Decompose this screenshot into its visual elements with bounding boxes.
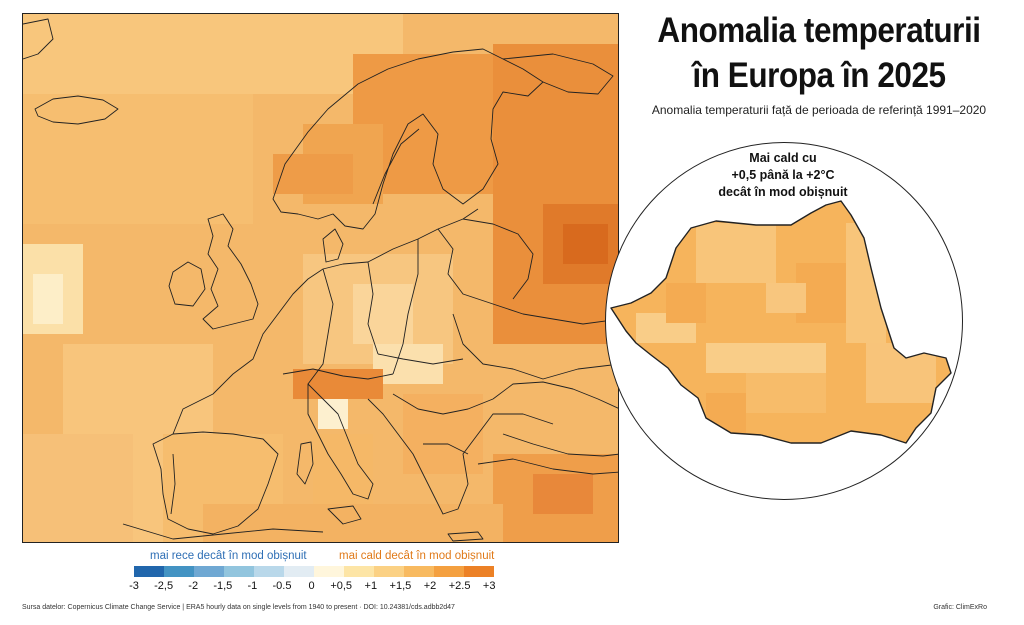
legend-ticks: -3 -2,5 -2 -1,5 -1 -0.5 0 +0,5 +1 +1,5 +2 +2.5 +3: [124, 580, 504, 596]
page-subtitle: Anomalia temperaturii față de perioada d…: [651, 103, 987, 117]
legend-tick-label: +0,5: [330, 580, 353, 592]
legend-swatch: [254, 566, 284, 577]
legend-colorbar: [134, 566, 494, 577]
legend-swatch: [194, 566, 224, 577]
inset-line-3: decât în mod obișnuit: [718, 185, 848, 199]
legend-swatch: [164, 566, 194, 577]
legend-tick-label: -1: [247, 580, 258, 592]
romania-inset: [605, 142, 963, 500]
legend-swatch: [344, 566, 374, 577]
data-source: Sursa datelor: Copernicus Climate Change…: [22, 604, 455, 611]
legend-tick-label: -3: [129, 580, 139, 592]
legend-swatch: [284, 566, 314, 577]
legend-swatch: [224, 566, 254, 577]
legend-tick-label: -0.5: [272, 580, 292, 592]
legend-tick-label: +2: [423, 580, 437, 592]
legend-tick-label: -1,5: [213, 580, 233, 592]
graphic-credit: Grafic: ClimExRo: [933, 604, 987, 611]
page-title: Anomalia temperaturii în Europa în 2025: [644, 8, 995, 98]
title-line-1: Anomalia temperaturii: [657, 11, 981, 50]
inset-annotation: Mai cald cu +0,5 până la +2°C decât în m…: [705, 150, 861, 201]
legend-tick-label: +3: [482, 580, 496, 592]
legend-tick-label: 0: [308, 580, 315, 592]
europe-anomaly-map: [22, 13, 619, 543]
inset-line-2: +0,5 până la +2°C: [731, 168, 835, 182]
legend-swatch: [464, 566, 494, 577]
legend-warm-label: mai cald decât în mod obișnuit: [339, 550, 495, 562]
legend-swatch: [314, 566, 344, 577]
legend-tick-label: +2.5: [448, 580, 471, 592]
legend-tick-label: +1: [364, 580, 378, 592]
legend-tick-label: +1,5: [389, 580, 412, 592]
legend-swatch: [374, 566, 404, 577]
inset-line-1: Mai cald cu: [749, 151, 817, 165]
legend-tick-label: -2: [188, 580, 199, 592]
legend-swatch: [404, 566, 434, 577]
legend-tick-label: -2,5: [154, 580, 174, 592]
legend-swatch: [134, 566, 164, 577]
legend-swatch: [434, 566, 464, 577]
legend-cold-label: mai rece decât în mod obișnuit: [150, 550, 307, 562]
title-line-2: în Europa în 2025: [692, 56, 946, 95]
